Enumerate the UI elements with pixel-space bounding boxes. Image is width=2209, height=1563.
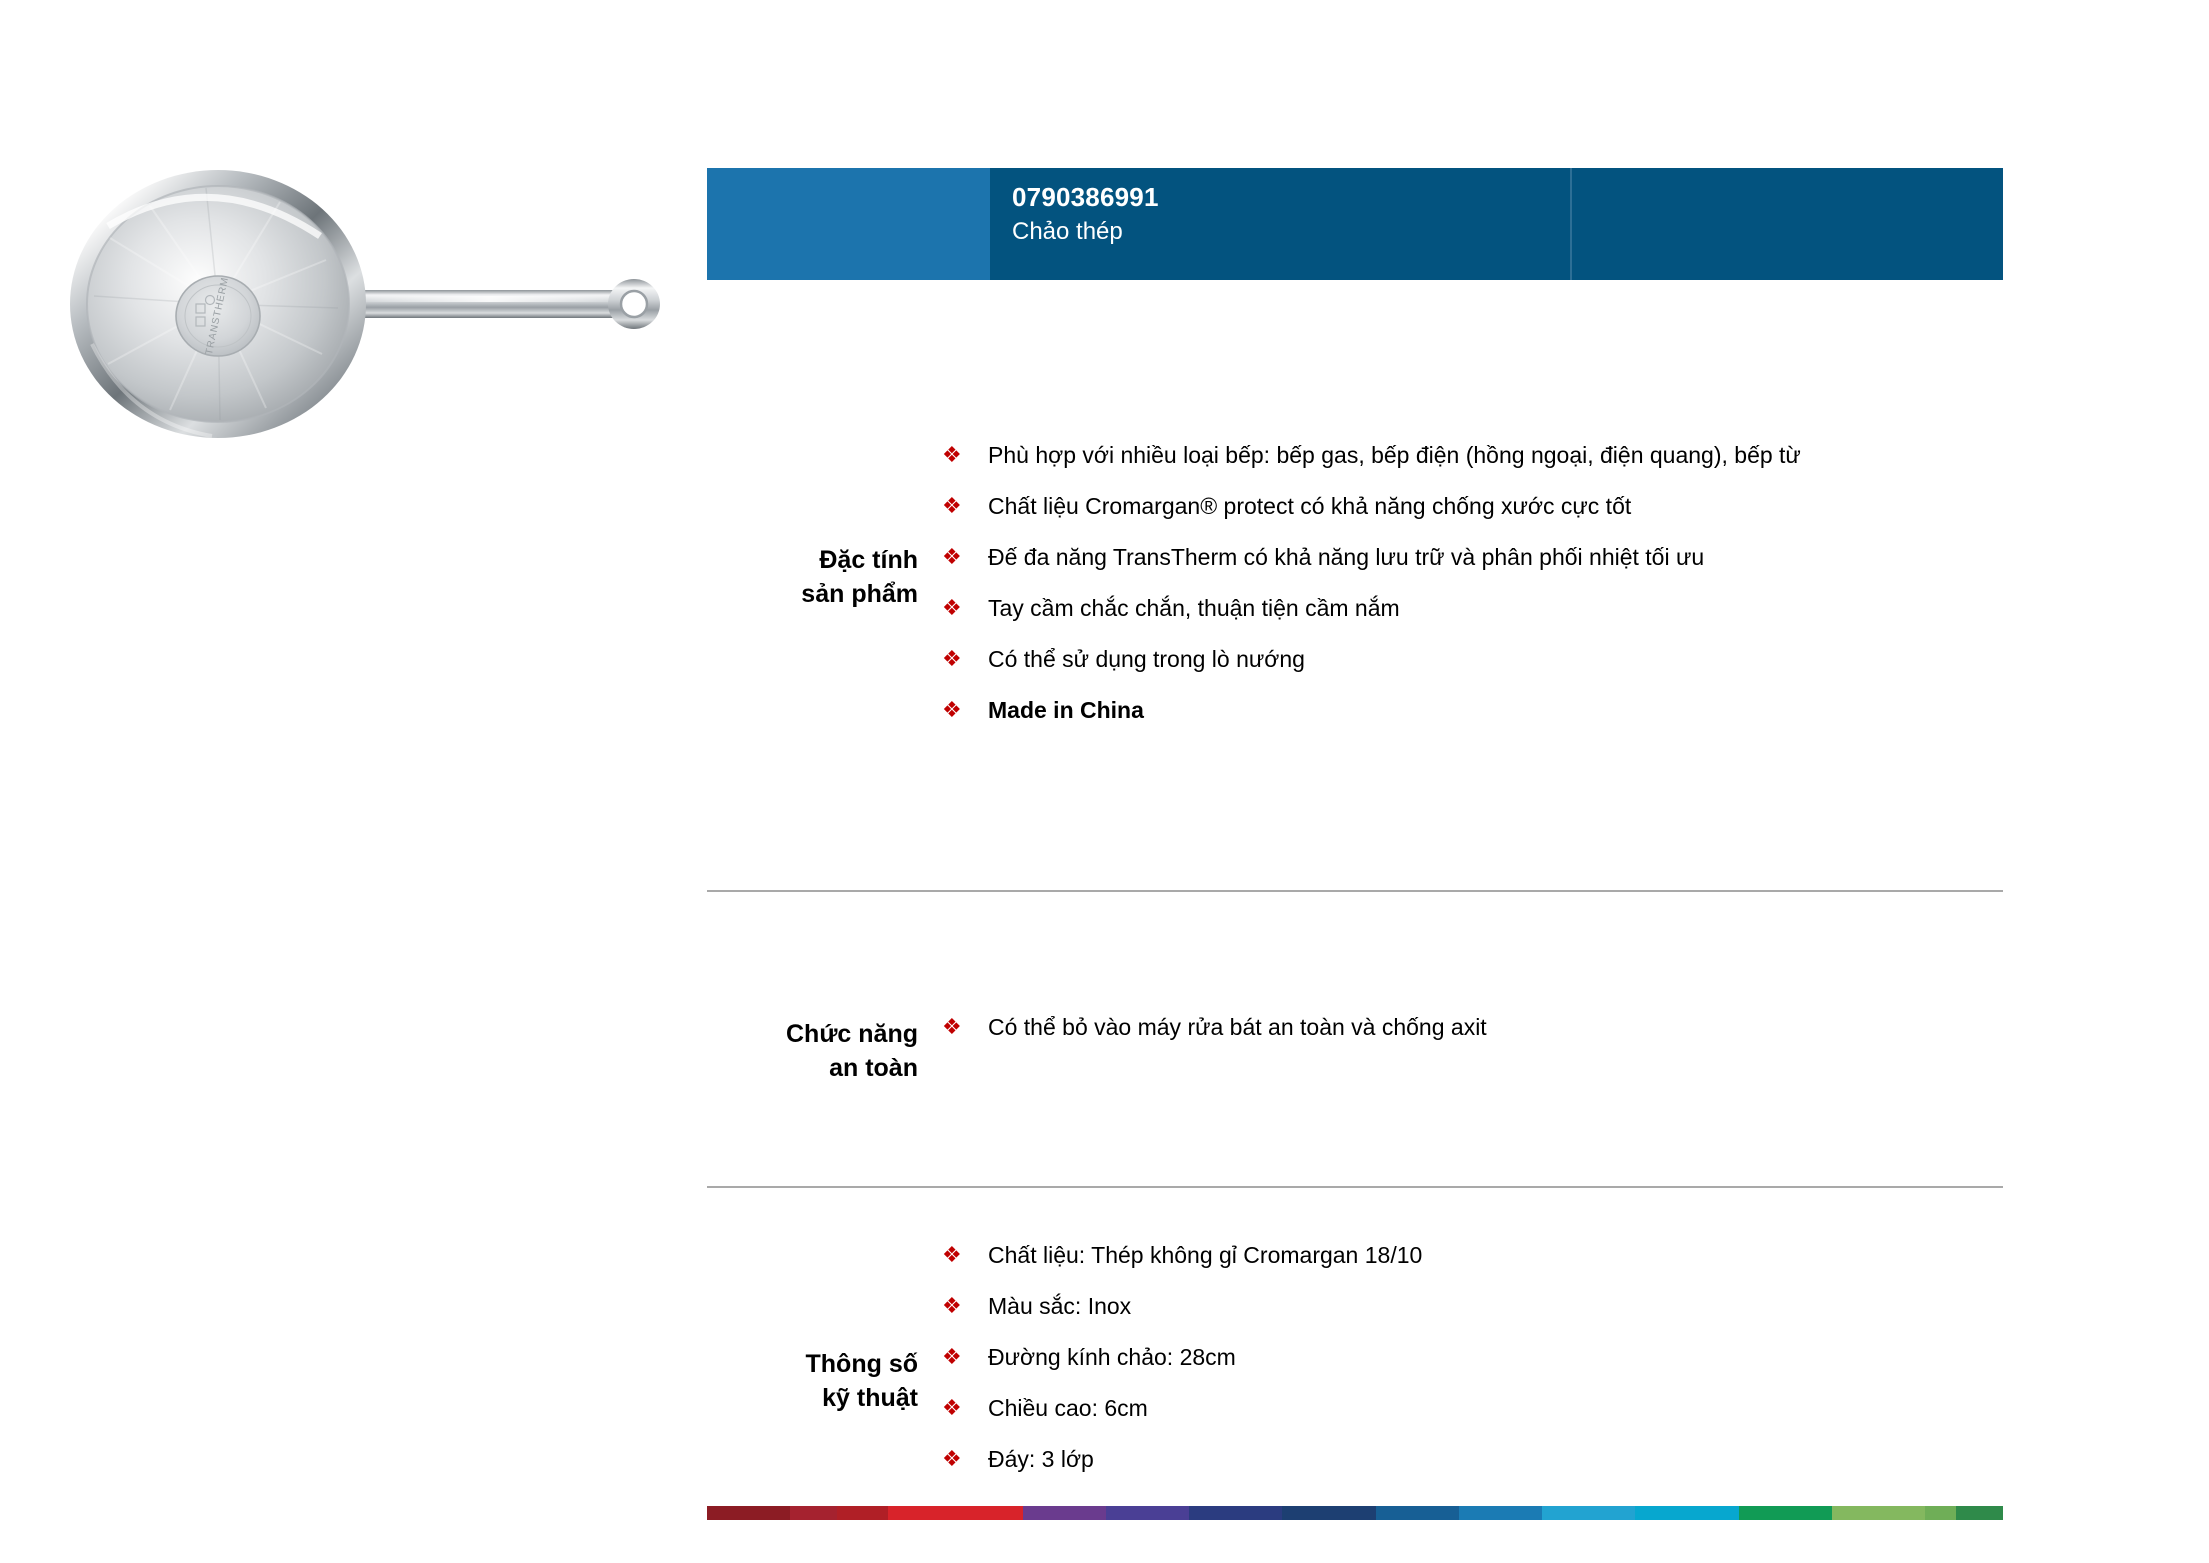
section-label-features: Đặc tính sản phẩm bbox=[801, 546, 918, 608]
header-title-block: 0790386991 Chảo thép bbox=[990, 168, 1570, 280]
footer-color-segment-6 bbox=[1189, 1506, 1283, 1520]
list-item-text: Đế đa năng TransTherm có khả năng lưu tr… bbox=[988, 544, 1705, 571]
list-item: ❖ Made in China bbox=[942, 695, 2003, 726]
list-item-text: Made in China bbox=[988, 697, 1144, 724]
list-item-text: Có thể bỏ vào máy rửa bát an toàn và chố… bbox=[988, 1014, 1487, 1040]
list-item: ❖ Màu sắc: Inox bbox=[942, 1291, 2003, 1322]
section-technical-specs: Thông số kỹ thuật ❖ Chất liệu: Thép khôn… bbox=[707, 1240, 2003, 1475]
footer-color-segment-1 bbox=[789, 1506, 837, 1520]
footer-color-segment-4 bbox=[1023, 1506, 1107, 1520]
list-item: ❖ Có thể bỏ vào máy rửa bát an toàn và c… bbox=[942, 1012, 2003, 1043]
list-item: ❖ Đường kính chảo: 28cm bbox=[942, 1342, 2003, 1373]
list-item: ❖ Chất liệu: Thép không gỉ Cromargan 18/… bbox=[942, 1240, 2003, 1271]
safety-bullet-list: ❖ Có thể bỏ vào máy rửa bát an toàn và c… bbox=[942, 1012, 2003, 1043]
list-item-text: Đáy: 3 lớp bbox=[988, 1446, 1094, 1473]
footer-color-segment-11 bbox=[1634, 1506, 1739, 1520]
footer-color-segment-2 bbox=[836, 1506, 889, 1520]
footer-color-segment-3 bbox=[888, 1506, 1024, 1520]
specs-bullet-list: ❖ Chất liệu: Thép không gỉ Cromargan 18/… bbox=[942, 1240, 2003, 1475]
list-item-text: Chất liệu Cromargan® protect có khả năng… bbox=[988, 493, 1632, 520]
footer-color-segment-0 bbox=[707, 1506, 790, 1520]
footer-color-segment-7 bbox=[1282, 1506, 1376, 1520]
section-divider bbox=[707, 890, 2003, 892]
header-filler-block bbox=[1570, 168, 2003, 280]
list-item-text: Tay cầm chắc chắn, thuận tiện cầm nắm bbox=[988, 595, 1400, 622]
transtherm-base-disc: TRANSTHERM bbox=[175, 275, 261, 357]
footer-color-segment-8 bbox=[1375, 1506, 1459, 1520]
diamond-bullet-icon: ❖ bbox=[942, 493, 962, 519]
list-item-text: Chất liệu: Thép không gỉ Cromargan 18/10 bbox=[988, 1242, 1423, 1268]
product-header-band: 0790386991 Chảo thép bbox=[707, 168, 2003, 280]
list-item-text: Đường kính chảo: 28cm bbox=[988, 1344, 1236, 1371]
list-item: ❖ Đáy: 3 lớp bbox=[942, 1444, 2003, 1475]
footer-color-segment-10 bbox=[1541, 1506, 1635, 1520]
product-image: TRANSTHERM bbox=[30, 168, 690, 578]
feature-bullet-list: ❖ Phù hợp với nhiều loại bếp: bếp gas, b… bbox=[942, 440, 2003, 726]
pan-handle bbox=[324, 279, 660, 329]
header-accent-block bbox=[707, 168, 990, 280]
footer-color-segment-14 bbox=[1925, 1506, 1957, 1520]
footer-color-segment-9 bbox=[1458, 1506, 1542, 1520]
list-item: ❖ Chất liệu Cromargan® protect có khả nă… bbox=[942, 491, 2003, 522]
diamond-bullet-icon: ❖ bbox=[942, 442, 962, 467]
diamond-bullet-icon: ❖ bbox=[942, 697, 962, 723]
footer-color-segment-12 bbox=[1738, 1506, 1832, 1520]
diamond-bullet-icon: ❖ bbox=[942, 1395, 962, 1421]
product-name: Chảo thép bbox=[1012, 217, 1123, 245]
footer-color-bar bbox=[707, 1506, 2003, 1520]
list-item: ❖ Tay cầm chắc chắn, thuận tiện cầm nắm bbox=[942, 593, 2003, 624]
list-item-text: Có thể sử dụng trong lò nướng bbox=[988, 646, 1305, 673]
section-label-safety: Chức năng an toàn bbox=[786, 1020, 918, 1082]
section-safety-function: Chức năng an toàn ❖ Có thể bỏ vào máy rử… bbox=[707, 1012, 2003, 1086]
section-product-features: Đặc tính sản phẩm ❖ Phù hợp với nhiều lo… bbox=[707, 440, 2003, 726]
diamond-bullet-icon: ❖ bbox=[942, 646, 962, 672]
diamond-bullet-icon: ❖ bbox=[942, 1242, 962, 1267]
footer-color-segment-15 bbox=[1956, 1506, 2003, 1520]
list-item: ❖ Chiều cao: 6cm bbox=[942, 1393, 2003, 1424]
section-label-specs: Thông số kỹ thuật bbox=[805, 1350, 918, 1412]
diamond-bullet-icon: ❖ bbox=[942, 1344, 962, 1370]
product-code: 0790386991 bbox=[1012, 182, 1159, 212]
list-item: ❖ Phù hợp với nhiều loại bếp: bếp gas, b… bbox=[942, 440, 2003, 471]
list-item-text: Màu sắc: Inox bbox=[988, 1293, 1132, 1320]
list-item: ❖ Có thể sử dụng trong lò nướng bbox=[942, 644, 2003, 675]
diamond-bullet-icon: ❖ bbox=[942, 544, 962, 570]
diamond-bullet-icon: ❖ bbox=[942, 1446, 962, 1472]
section-divider bbox=[707, 1186, 2003, 1188]
diamond-bullet-icon: ❖ bbox=[942, 1293, 962, 1319]
diamond-bullet-icon: ❖ bbox=[942, 595, 962, 621]
list-item-text: Chiều cao: 6cm bbox=[988, 1395, 1148, 1422]
footer-color-segment-5 bbox=[1106, 1506, 1190, 1520]
list-item: ❖ Đế đa năng TransTherm có khả năng lưu … bbox=[942, 542, 2003, 573]
diamond-bullet-icon: ❖ bbox=[942, 1014, 962, 1039]
footer-color-segment-13 bbox=[1831, 1506, 1926, 1520]
list-item-text: Phù hợp với nhiều loại bếp: bếp gas, bếp… bbox=[988, 442, 1801, 468]
